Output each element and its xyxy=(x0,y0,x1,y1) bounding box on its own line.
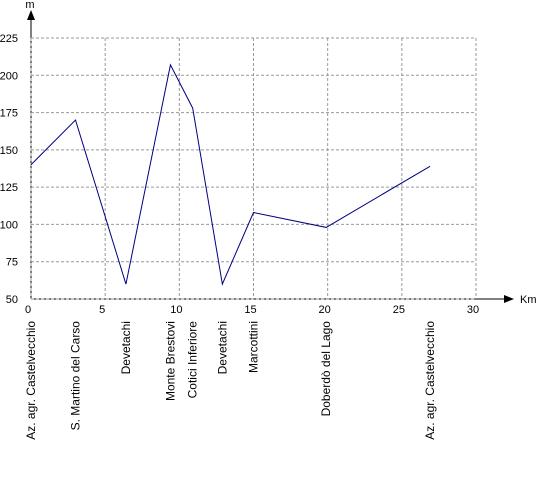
point-label: Monte Brestovi xyxy=(163,321,177,401)
y-tick-label: 175 xyxy=(0,108,18,120)
x-axis-arrow xyxy=(504,295,514,303)
y-tick-label: 75 xyxy=(6,257,18,269)
point-label: Az. agr. Castelvecchio xyxy=(423,321,437,440)
x-tick-label: 20 xyxy=(319,304,331,316)
point-label: Marcottini xyxy=(247,321,261,373)
x-tick-label: 25 xyxy=(393,304,405,316)
x-tick-label: 10 xyxy=(170,304,182,316)
y-tick-label: 125 xyxy=(0,182,18,194)
point-label: Doberdò del Lago xyxy=(319,321,333,417)
x-tick-label: 15 xyxy=(244,304,256,316)
y-tick-label: 225 xyxy=(0,33,18,45)
elevation-line xyxy=(30,63,431,286)
y-tick-label: 100 xyxy=(0,219,18,231)
point-label: Cotici Inferiore xyxy=(186,321,200,399)
y-tick-label: 50 xyxy=(6,294,18,306)
point-label: Devetachi xyxy=(119,321,133,374)
y-axis-label: m xyxy=(25,0,34,11)
x-tick-label: 5 xyxy=(99,304,105,316)
y-tick-label: 200 xyxy=(0,70,18,82)
y-tick-label: 150 xyxy=(0,145,18,157)
x-axis-label: Km xyxy=(520,294,537,306)
point-label: S. Martino del Carso xyxy=(69,321,83,431)
x-tick-label: 0 xyxy=(25,304,31,316)
point-label: Az. agr. Castelvecchio xyxy=(24,321,38,440)
point-label: Devetachi xyxy=(215,321,229,374)
y-axis-arrow xyxy=(27,10,35,20)
x-tick-label: 30 xyxy=(467,304,479,316)
